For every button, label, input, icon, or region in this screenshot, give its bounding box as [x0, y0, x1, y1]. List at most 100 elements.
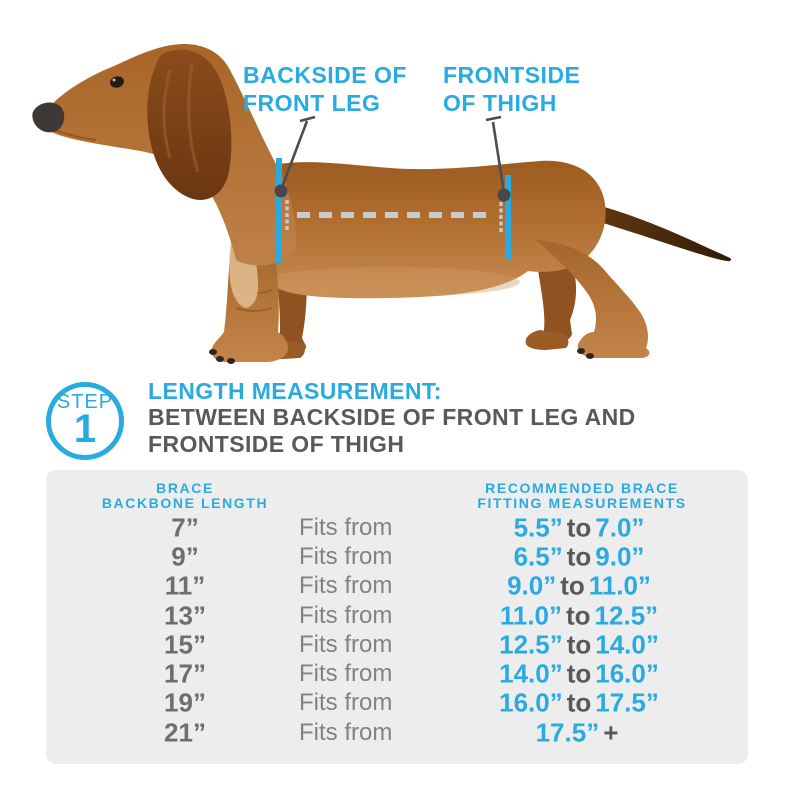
fits-from-label: Fits from [299, 513, 393, 541]
brace-size-value: 21” [164, 717, 206, 748]
measure-to: 7.0” [595, 512, 645, 543]
fits-from-label: Fits from [299, 660, 393, 688]
measure-to: 11.0” [588, 570, 651, 601]
heading-title: LENGTH MEASUREMENT: [148, 378, 442, 404]
heading-line-1: BETWEEN BACKSIDE OF FRONT LEG AND [148, 404, 636, 430]
fitting-measurement-value: 5.5” to 7.0” [414, 512, 744, 543]
table-row: 13” Fits from 11.0” to 12.5” [46, 600, 748, 631]
front-pointer-pin [279, 120, 309, 191]
measure-from: 9.0” [507, 570, 557, 601]
rear-pin-head [485, 115, 502, 122]
fits-from-label: Fits from [299, 601, 393, 629]
measure-connector: to [566, 541, 592, 572]
measure-from: 5.5” [513, 512, 563, 543]
fits-from-label: Fits from [299, 542, 393, 570]
dog-tail [574, 202, 731, 262]
table-row: 11” Fits from 9.0” to 11.0” [46, 570, 748, 602]
brace-size-value: 13” [164, 600, 206, 631]
front-claw [227, 358, 235, 364]
brace-size-value: 11” [164, 570, 206, 601]
dog-illustration [32, 44, 731, 364]
label-line: FRONTSIDE [443, 62, 581, 88]
header-line: BACKBONE LENGTH [101, 495, 269, 511]
rear-pointer-pin [491, 121, 506, 194]
measure-connector: to [560, 570, 585, 601]
table-row: 21” Fits from 17.5” + [46, 717, 748, 748]
fitting-measurement-value: 6.5” to 9.0” [414, 541, 744, 572]
brace-size-value: 17” [164, 658, 206, 689]
backside-of-front-leg-label: BACKSIDE OF FRONT LEG [243, 61, 407, 117]
ear-ridge [162, 63, 200, 173]
rear-claw [577, 348, 585, 354]
label-line: BACKSIDE OF [243, 62, 407, 88]
label-line: FRONT LEG [243, 90, 381, 116]
fitting-measurement-value: 14.0” to 16.0” [414, 659, 744, 690]
measure-to: 17.5” [595, 687, 659, 718]
dog-photo [32, 44, 731, 364]
measure-to: 14.0” [595, 629, 659, 660]
fitting-measurement-value: 12.5” to 14.0” [414, 629, 744, 660]
measure-to: 9.0” [595, 541, 645, 572]
measure-from: 12.5” [499, 629, 563, 660]
fits-from-label: Fits from [299, 718, 393, 746]
header-line: BRACE [156, 480, 214, 496]
far-rear-paw [525, 330, 569, 350]
fitting-measurement-value: 11.0” to 12.5” [414, 600, 744, 631]
brace-size-value: 7” [171, 512, 199, 543]
length-measurement-heading: LENGTH MEASUREMENT: BETWEEN BACKSIDE OF … [148, 378, 636, 458]
frontside-of-thigh-label: FRONTSIDE OF THIGH [443, 61, 580, 117]
near-rear-leg [536, 240, 650, 358]
header-line: RECOMMENDED BRACE [485, 480, 679, 496]
size-chart-panel: BRACE BACKBONE LENGTH RECOMMENDED BRACE … [46, 470, 748, 764]
measure-from: 14.0” [499, 658, 563, 689]
measure-to: 16.0” [595, 658, 659, 689]
eye-glint [112, 78, 116, 82]
measure-from: 17.5” [535, 717, 600, 748]
step-number: 1 [73, 407, 97, 451]
fitting-measurement-value: 9.0” to 11.0” [414, 571, 744, 602]
measure-connector: to [566, 629, 592, 660]
table-row: 7” Fits from 5.5” to 7.0” [46, 512, 748, 543]
measure-connector: to [566, 600, 591, 631]
measure-to: 12.5” [594, 600, 659, 631]
heading-line-2: FRONTSIDE OF THIGH [148, 431, 405, 457]
label-line: OF THIGH [443, 90, 557, 116]
measure-from: 6.5” [513, 541, 563, 572]
measure-from: 11.0” [499, 600, 562, 631]
measure-connector: + [603, 717, 619, 748]
front-claw [216, 356, 224, 362]
table-row: 19” Fits from 16.0” to 17.5” [46, 687, 748, 719]
measurement-overlay [274, 115, 511, 263]
table-row: 9” Fits from 6.5” to 9.0” [46, 541, 748, 572]
rear-claw [586, 353, 594, 359]
brace-size-value: 9” [171, 541, 199, 572]
header-line: FITTING MEASUREMENTS [477, 495, 687, 511]
fits-from-label: Fits from [299, 689, 393, 717]
brace-size-value: 19” [164, 687, 206, 718]
dog-torso [243, 160, 606, 299]
step-badge: STEP 1 [46, 382, 124, 460]
measure-connector: to [566, 687, 592, 718]
brace-size-value: 15” [164, 629, 206, 660]
measure-from: 16.0” [499, 687, 563, 718]
fitting-measurement-value: 17.5” + [414, 717, 744, 748]
fits-from-label: Fits from [299, 572, 393, 600]
measure-connector: to [566, 512, 592, 543]
fits-from-label: Fits from [299, 630, 393, 658]
far-rear-leg [536, 258, 577, 343]
front-pointer-dot [274, 184, 288, 198]
fitting-measurements-header: RECOMMENDED BRACE FITTING MEASUREMENTS [406, 481, 758, 511]
front-claw [209, 349, 217, 355]
table-rows: 7” Fits from 5.5” to 7.0” 9” Fits from 6.5” to 9.… [46, 512, 748, 748]
table-row: 15” Fits from 12.5” to 14.0” [46, 629, 748, 660]
rear-pointer-dot [497, 188, 511, 202]
measure-connector: to [566, 658, 592, 689]
table-row: 17” Fits from 14.0” to 16.0” [46, 658, 748, 690]
step-word: STEP [56, 391, 114, 413]
brace-length-header: BRACE BACKBONE LENGTH [46, 481, 324, 511]
front-pin-head [299, 115, 316, 123]
fitting-measurement-value: 16.0” to 17.5” [414, 688, 744, 719]
belly-highlight [260, 267, 520, 297]
dog-nose [32, 102, 65, 133]
